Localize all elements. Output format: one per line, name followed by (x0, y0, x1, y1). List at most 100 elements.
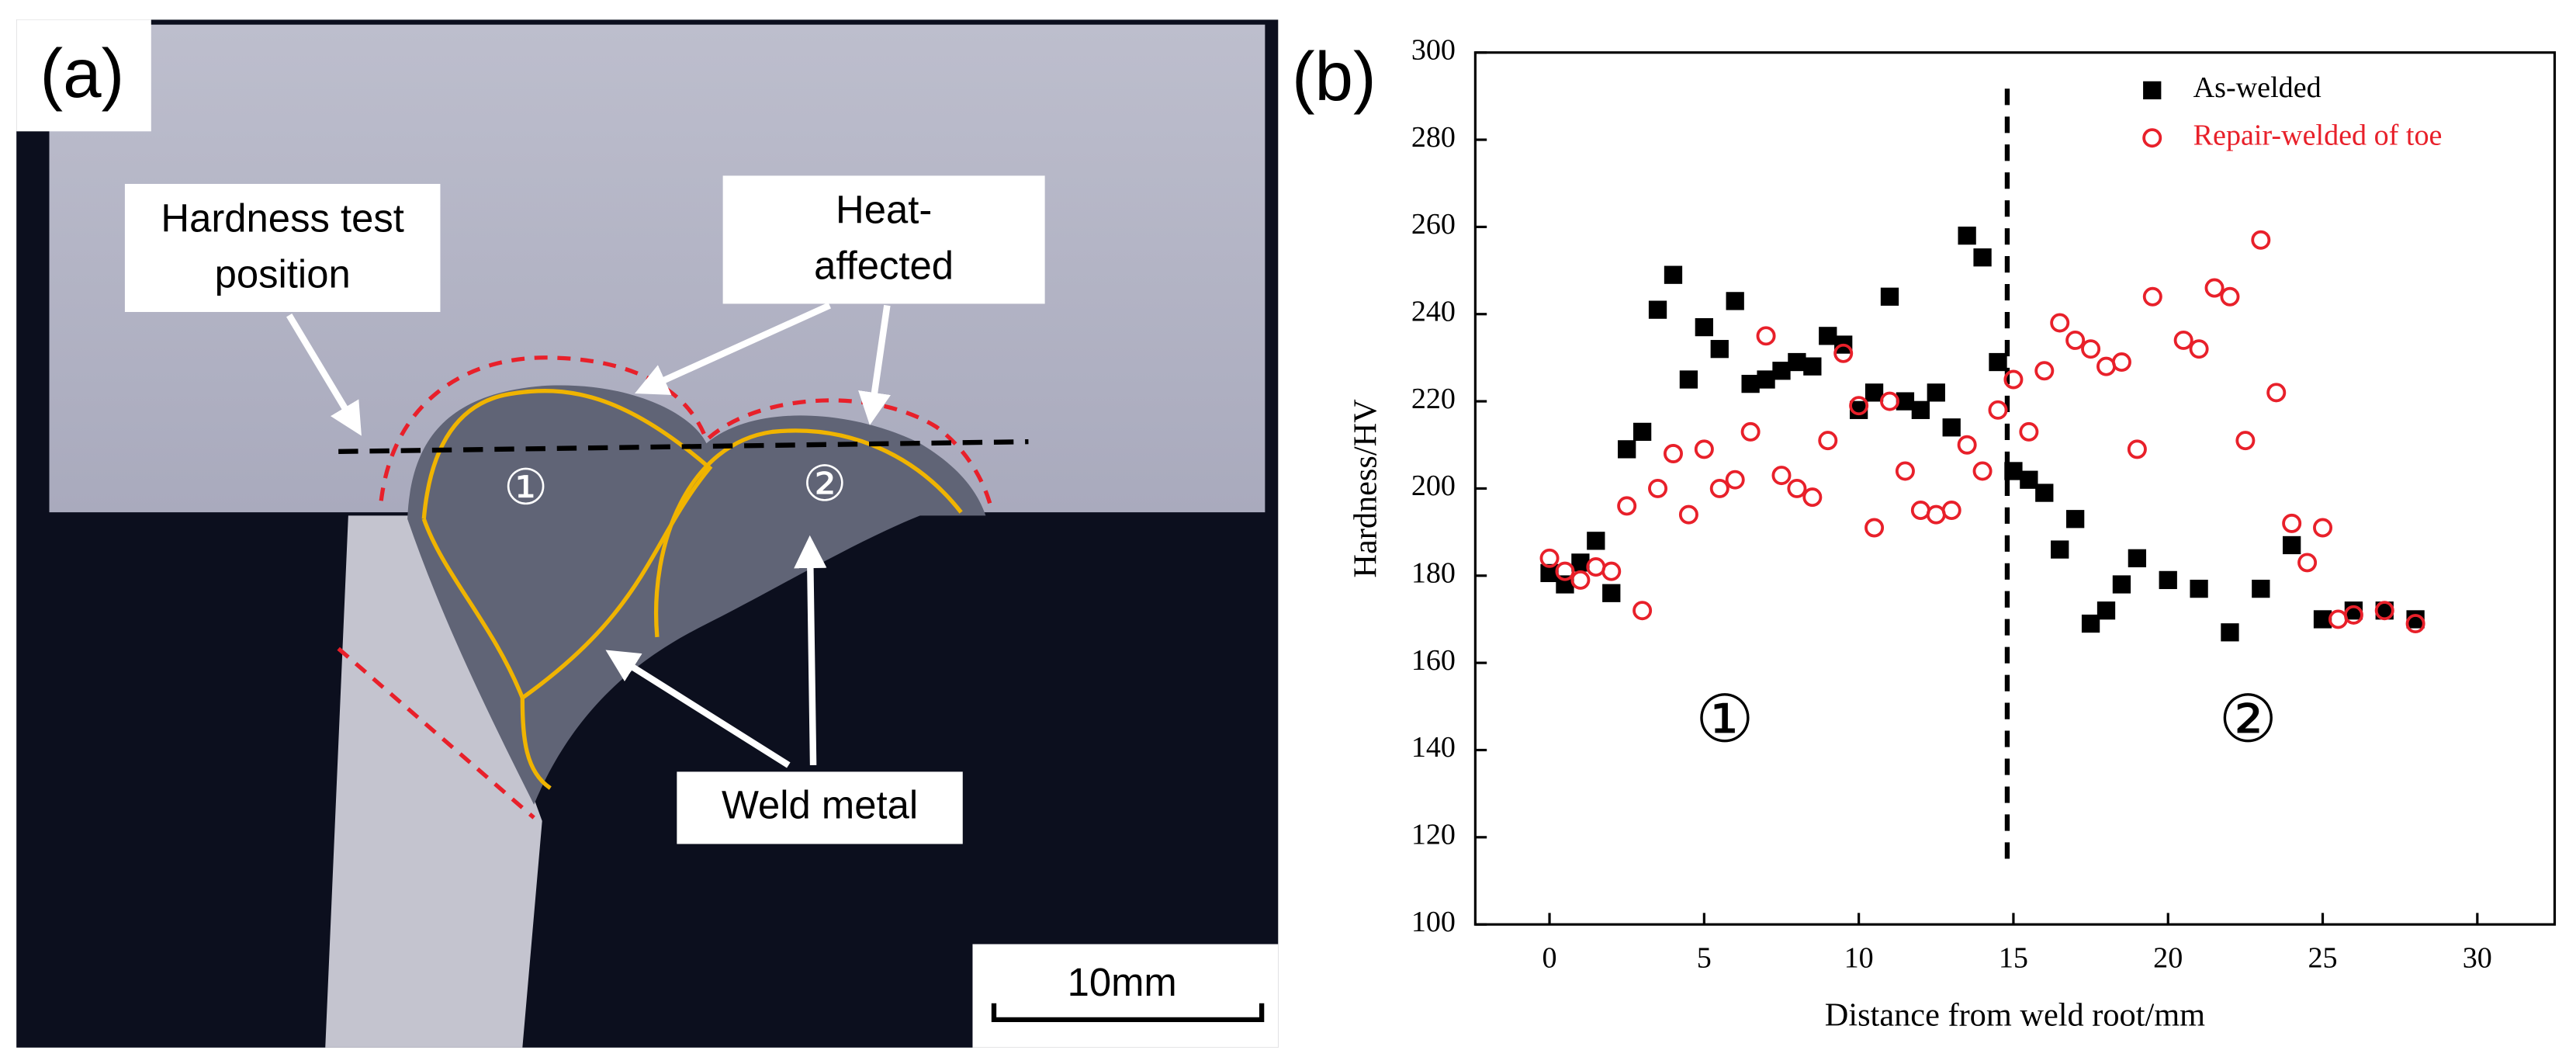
arrow (794, 535, 827, 765)
y-tick-label: 220 (1411, 383, 1456, 415)
data-point (1849, 396, 1869, 416)
data-point (2127, 439, 2147, 459)
label-holder: Heat-affected zone (814, 189, 954, 303)
data-point (2096, 356, 2117, 376)
data-point (1725, 470, 1745, 490)
data-point (1911, 400, 1930, 419)
data-point (1880, 391, 1899, 411)
label-box (16, 19, 151, 132)
haz-boundary (379, 355, 995, 513)
region-label: ① (1695, 684, 1754, 757)
data-point (1618, 440, 1636, 459)
data-point (2235, 431, 2256, 451)
data-point (2221, 623, 2239, 642)
data-point (1586, 557, 1606, 577)
legend-label: Repair-welded of toe (2193, 119, 2443, 151)
data-point (1942, 418, 1961, 437)
data-point (1633, 422, 1652, 442)
x-tick-label: 10 (1844, 941, 1874, 974)
haz-label: Heat-affected zone (814, 189, 954, 303)
hardness-label: Hardness test position (161, 196, 404, 297)
data-point (1555, 561, 1575, 581)
scale-bar (991, 1003, 1265, 1023)
y-tick-label: 280 (1411, 121, 1456, 154)
data-point (1695, 317, 1713, 337)
data-point (2096, 601, 2116, 620)
label-box (677, 771, 963, 844)
data-point (1864, 383, 1884, 402)
data-point (2159, 570, 2177, 590)
data-point (2204, 278, 2225, 298)
arrow (635, 302, 832, 395)
data-point (1664, 265, 1683, 284)
data-point (1833, 343, 1854, 363)
x-tick-label: 0 (1542, 941, 1557, 974)
y-axis-label: Hardness/HV (1347, 399, 1383, 578)
x-tick-label: 5 (1697, 941, 1712, 974)
data-point (1709, 478, 1729, 498)
data-point (2051, 540, 2069, 559)
data-point (2282, 513, 2302, 533)
data-point (1726, 292, 1744, 310)
data-point (1788, 352, 1806, 372)
data-point (1757, 370, 1775, 389)
data-point (1849, 400, 1868, 419)
weld-zone (407, 385, 986, 805)
data-point (2034, 361, 2055, 381)
data-point (2328, 609, 2348, 629)
data-point (1539, 548, 1560, 568)
data-point (1926, 504, 1946, 525)
data-point (1896, 392, 1915, 411)
y-tick-label: 140 (1411, 731, 1456, 764)
data-point (1818, 431, 1838, 451)
data-point (1617, 496, 1637, 516)
data-point (2111, 352, 2131, 373)
data-point (2297, 553, 2318, 573)
y-tick-label: 120 (1411, 819, 1456, 851)
data-point (2019, 421, 2039, 442)
data-point (1663, 444, 1683, 463)
region-label: ② (2218, 684, 2277, 757)
data-point (1587, 532, 1605, 550)
data-point (2020, 470, 2038, 489)
data-point (1880, 287, 1899, 306)
data-point (1988, 400, 2008, 420)
data-point (1540, 563, 1559, 583)
panel-label: (b) (1292, 38, 1376, 115)
data-point (2004, 462, 2023, 480)
x-tick-label: 15 (1999, 941, 2028, 974)
data-point (2343, 605, 2363, 625)
data-point (1678, 504, 1698, 525)
data-point (2081, 614, 2100, 633)
arrow (286, 314, 362, 436)
panel-a: (a) Hardness test position Heat-affected… (16, 19, 1279, 1048)
y-tick-label: 180 (1411, 557, 1456, 590)
data-point (1819, 327, 1837, 345)
fusion-line (421, 389, 713, 790)
data-point (1648, 300, 1667, 319)
data-point (2112, 575, 2131, 594)
label-box (124, 183, 441, 312)
data-point (2050, 313, 2070, 333)
data-point (1740, 421, 1761, 442)
y-tick-label: 300 (1411, 33, 1456, 66)
data-point (1694, 439, 1714, 459)
data-point (1648, 478, 1668, 498)
data-point (2406, 610, 2425, 629)
data-point (2252, 579, 2270, 598)
data-point (1957, 435, 1977, 455)
plot-frame (1473, 51, 2557, 926)
data-point (1787, 478, 1807, 498)
fusion-line (421, 518, 525, 699)
data-point (2065, 330, 2086, 350)
data-point (1679, 370, 1698, 389)
data-point (2190, 579, 2208, 598)
x-tick-label: 30 (2463, 941, 2492, 974)
label-holder: Hardness test position (161, 196, 404, 297)
data-point (1710, 340, 1729, 359)
scale-box (972, 944, 1279, 1048)
data-point (2283, 535, 2301, 555)
data-point (1958, 226, 1976, 245)
